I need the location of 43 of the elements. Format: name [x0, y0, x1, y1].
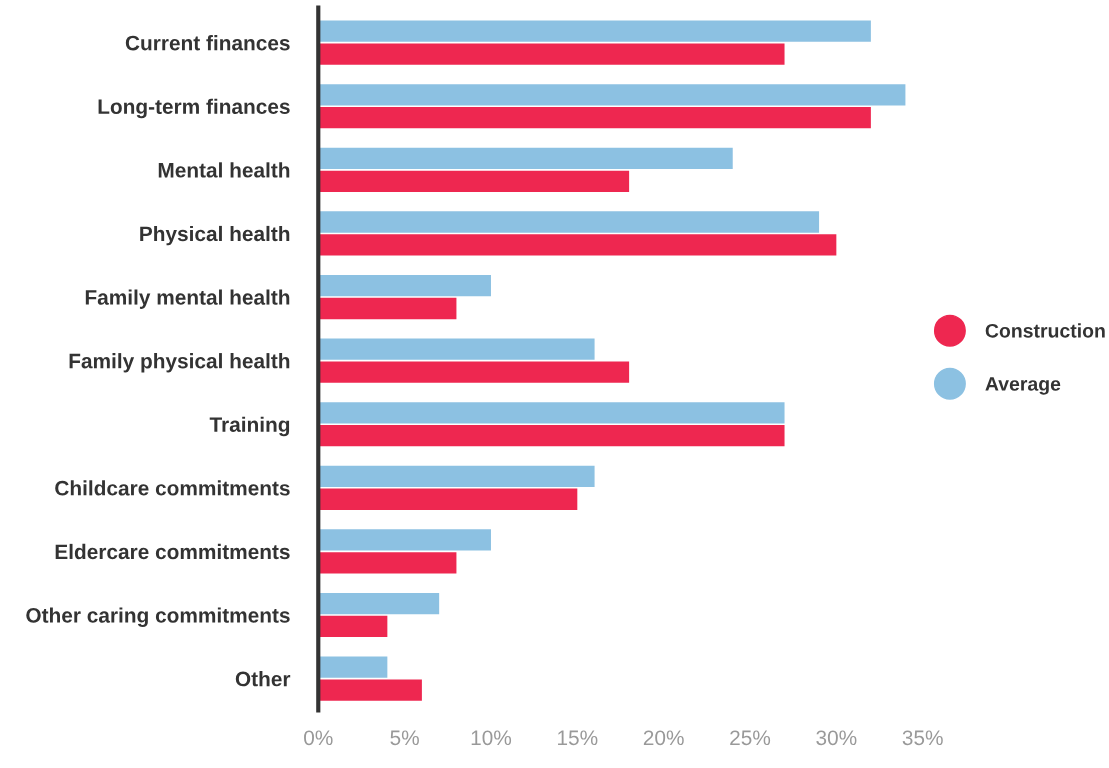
x-tick-label: 15% [558, 730, 598, 746]
bar [318, 592, 440, 615]
x-tick-label: 35% [902, 730, 943, 746]
y-tick-label: Current finances [125, 35, 290, 51]
x-tick-label: 30% [816, 730, 857, 746]
x-tick-label: 0% [304, 730, 333, 746]
y-tick-label: Eldercare commitments [55, 543, 290, 560]
legend-label: Average [985, 377, 1061, 395]
bar [318, 43, 785, 65]
bar [318, 170, 630, 192]
bar [318, 615, 388, 638]
y-tick-label: Physical health [140, 225, 290, 246]
bar [318, 147, 733, 170]
x-tick-label: 20% [643, 730, 684, 746]
y-tick-label: Other [235, 671, 291, 687]
bar [318, 552, 457, 574]
x-tick-label: 25% [730, 730, 771, 746]
bar [318, 211, 820, 233]
bar [318, 465, 595, 488]
legend-label: Construction [985, 323, 1105, 338]
bar [318, 274, 491, 297]
y-tick-label: Training [209, 416, 290, 437]
bar [318, 20, 871, 42]
y-tick-label: Childcare commitments [55, 480, 290, 496]
bar [318, 361, 630, 383]
y-tick-label: Family mental health [85, 289, 290, 309]
bar [318, 679, 422, 701]
bar [318, 656, 388, 678]
y-tick-label: Family physical health [69, 353, 290, 373]
bar [318, 84, 906, 106]
bar [318, 234, 837, 256]
bar [318, 425, 785, 447]
y-tick-label: Mental health [158, 162, 290, 178]
bar [318, 529, 491, 551]
y-tick-label: Long-term finances [98, 98, 290, 119]
x-tick-label: 10% [471, 730, 512, 746]
x-tick-label: 5% [390, 730, 419, 746]
bar [318, 338, 595, 360]
bar [318, 402, 785, 424]
bar [318, 297, 457, 320]
bar [318, 107, 871, 129]
bar [318, 488, 578, 510]
y-tick-label: Other caring commitments [26, 607, 290, 627]
